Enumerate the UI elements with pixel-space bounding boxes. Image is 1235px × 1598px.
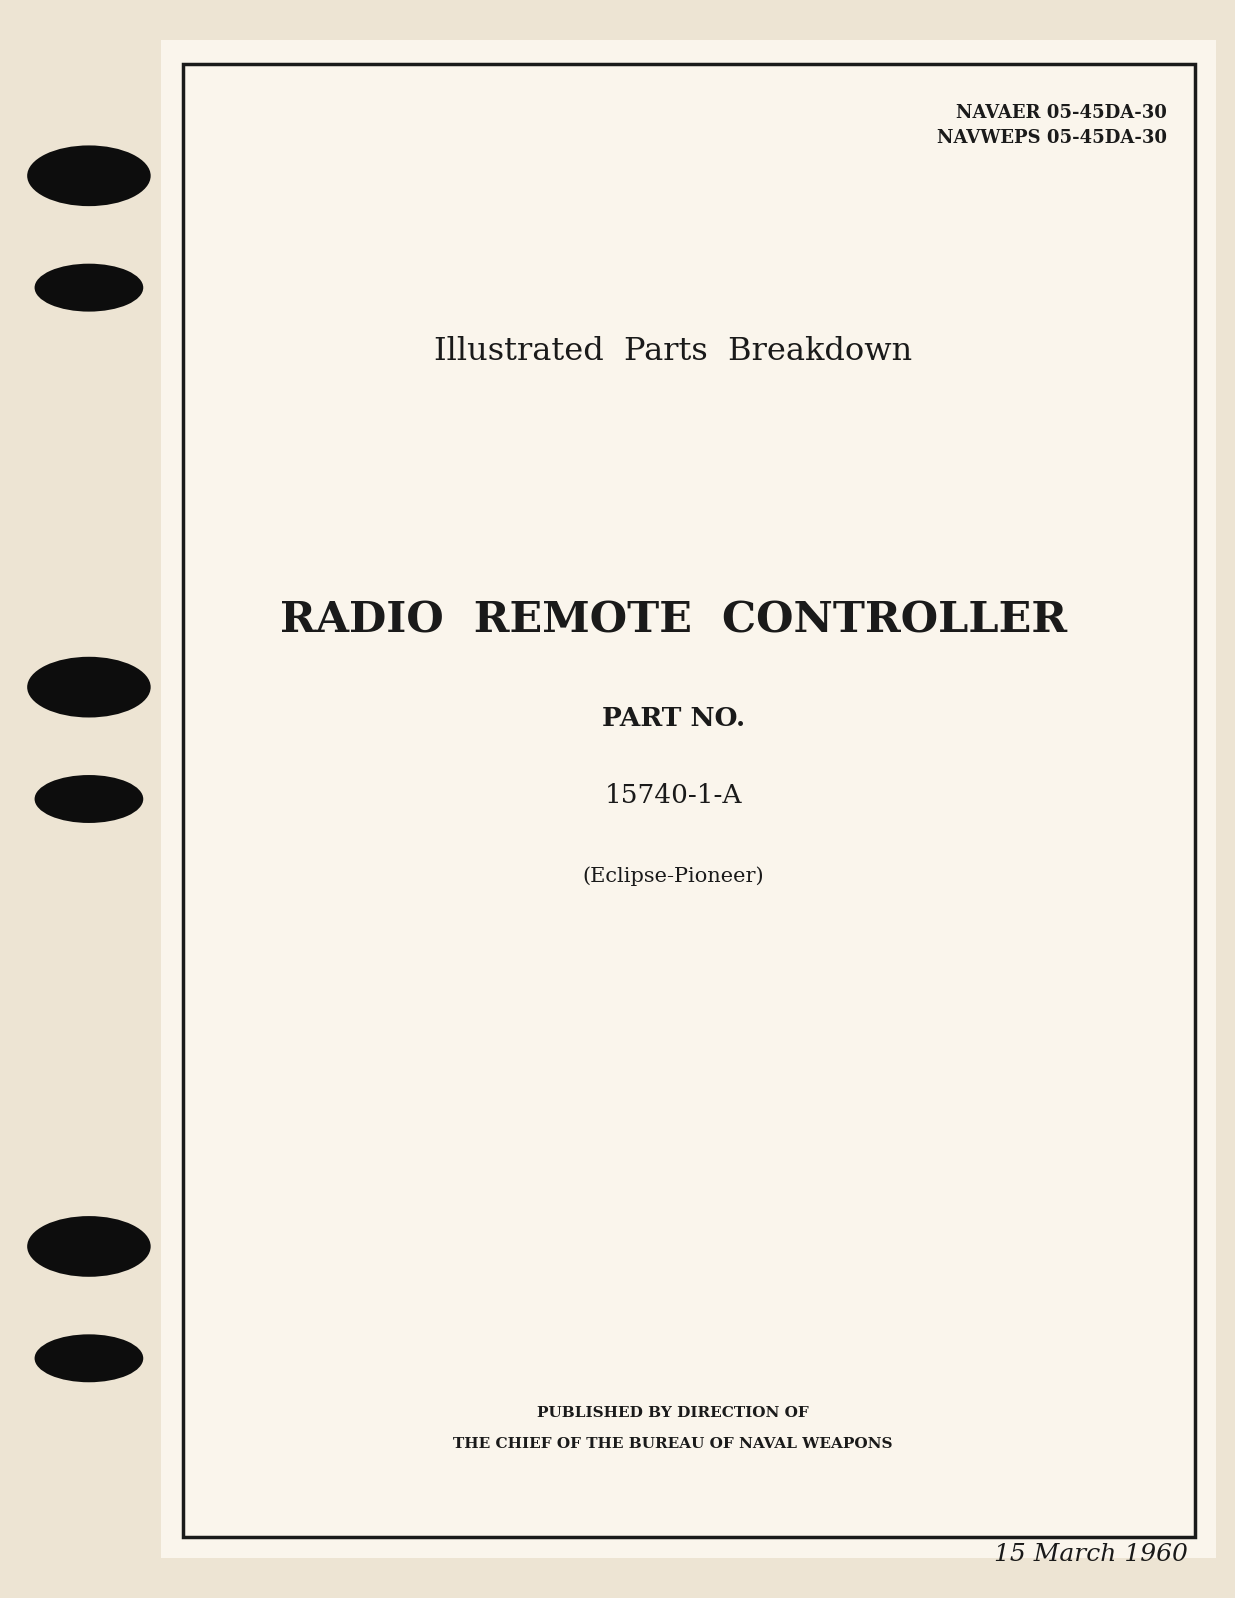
Ellipse shape [27,145,151,206]
Text: NAVWEPS 05-45DA-30: NAVWEPS 05-45DA-30 [937,129,1167,147]
Bar [161,40,1216,1558]
Ellipse shape [27,1216,151,1277]
Ellipse shape [35,775,143,823]
Ellipse shape [35,1334,143,1382]
Text: NAVAER 05-45DA-30: NAVAER 05-45DA-30 [956,104,1167,121]
Text: RADIO  REMOTE  CONTROLLER: RADIO REMOTE CONTROLLER [279,599,1067,641]
Text: (Eclipse-Pioneer): (Eclipse-Pioneer) [582,866,764,885]
Text: PART NO.: PART NO. [601,706,745,732]
Text: 15740-1-A: 15740-1-A [604,783,742,809]
Bar [183,64,1195,1537]
Ellipse shape [35,264,143,312]
Text: THE CHIEF OF THE BUREAU OF NAVAL WEAPONS: THE CHIEF OF THE BUREAU OF NAVAL WEAPONS [453,1437,893,1451]
Text: Illustrated  Parts  Breakdown: Illustrated Parts Breakdown [433,336,913,366]
Text: 15 March 1960: 15 March 1960 [994,1544,1188,1566]
Ellipse shape [27,657,151,718]
Text: PUBLISHED BY DIRECTION OF: PUBLISHED BY DIRECTION OF [537,1406,809,1421]
